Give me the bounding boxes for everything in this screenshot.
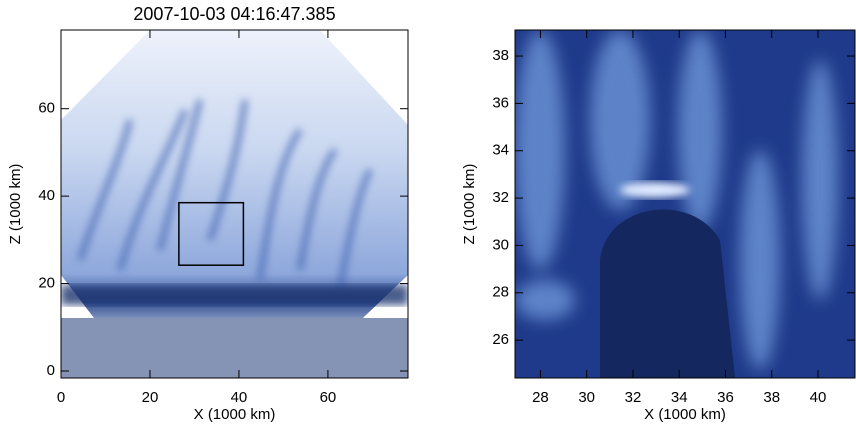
y-tick-label: 28 (492, 284, 509, 301)
x-tick-label: 60 (320, 389, 337, 406)
y-axis-label: Z (1000 km) (461, 164, 478, 245)
y-axis-label: Z (1000 km) (7, 164, 24, 245)
y-tick-label: 60 (38, 100, 55, 117)
x-tick-label: 30 (578, 389, 595, 406)
x-axis-label: X (1000 km) (194, 406, 276, 423)
plot-frame (514, 29, 856, 379)
x-tick-label: 34 (671, 389, 688, 406)
x-tick-label: 40 (810, 389, 827, 406)
right-image (515, 30, 855, 378)
x-tick-label: 0 (57, 389, 65, 406)
y-tick-label: 30 (492, 236, 509, 253)
y-tick-label: 40 (38, 187, 55, 204)
x-tick-label: 32 (625, 389, 642, 406)
y-tick-label: 26 (492, 331, 509, 348)
left-image (61, 30, 408, 378)
x-tick-label: 40 (231, 389, 248, 406)
x-tick-label: 36 (717, 389, 734, 406)
y-tick-label: 32 (492, 189, 509, 206)
y-tick-label: 36 (492, 94, 509, 111)
y-tick-label: 38 (492, 47, 509, 64)
chart-title: 2007-10-03 04:16:47.385 (133, 4, 335, 24)
zoom-box (178, 201, 245, 266)
x-axis-label: X (1000 km) (644, 406, 726, 423)
y-tick-label: 20 (38, 275, 55, 292)
y-tick-label: 0 (47, 362, 55, 379)
x-tick-label: 20 (142, 389, 159, 406)
x-tick-label: 28 (532, 389, 549, 406)
plot-frame (60, 29, 409, 379)
x-tick-label: 38 (763, 389, 780, 406)
y-tick-label: 34 (492, 142, 509, 159)
